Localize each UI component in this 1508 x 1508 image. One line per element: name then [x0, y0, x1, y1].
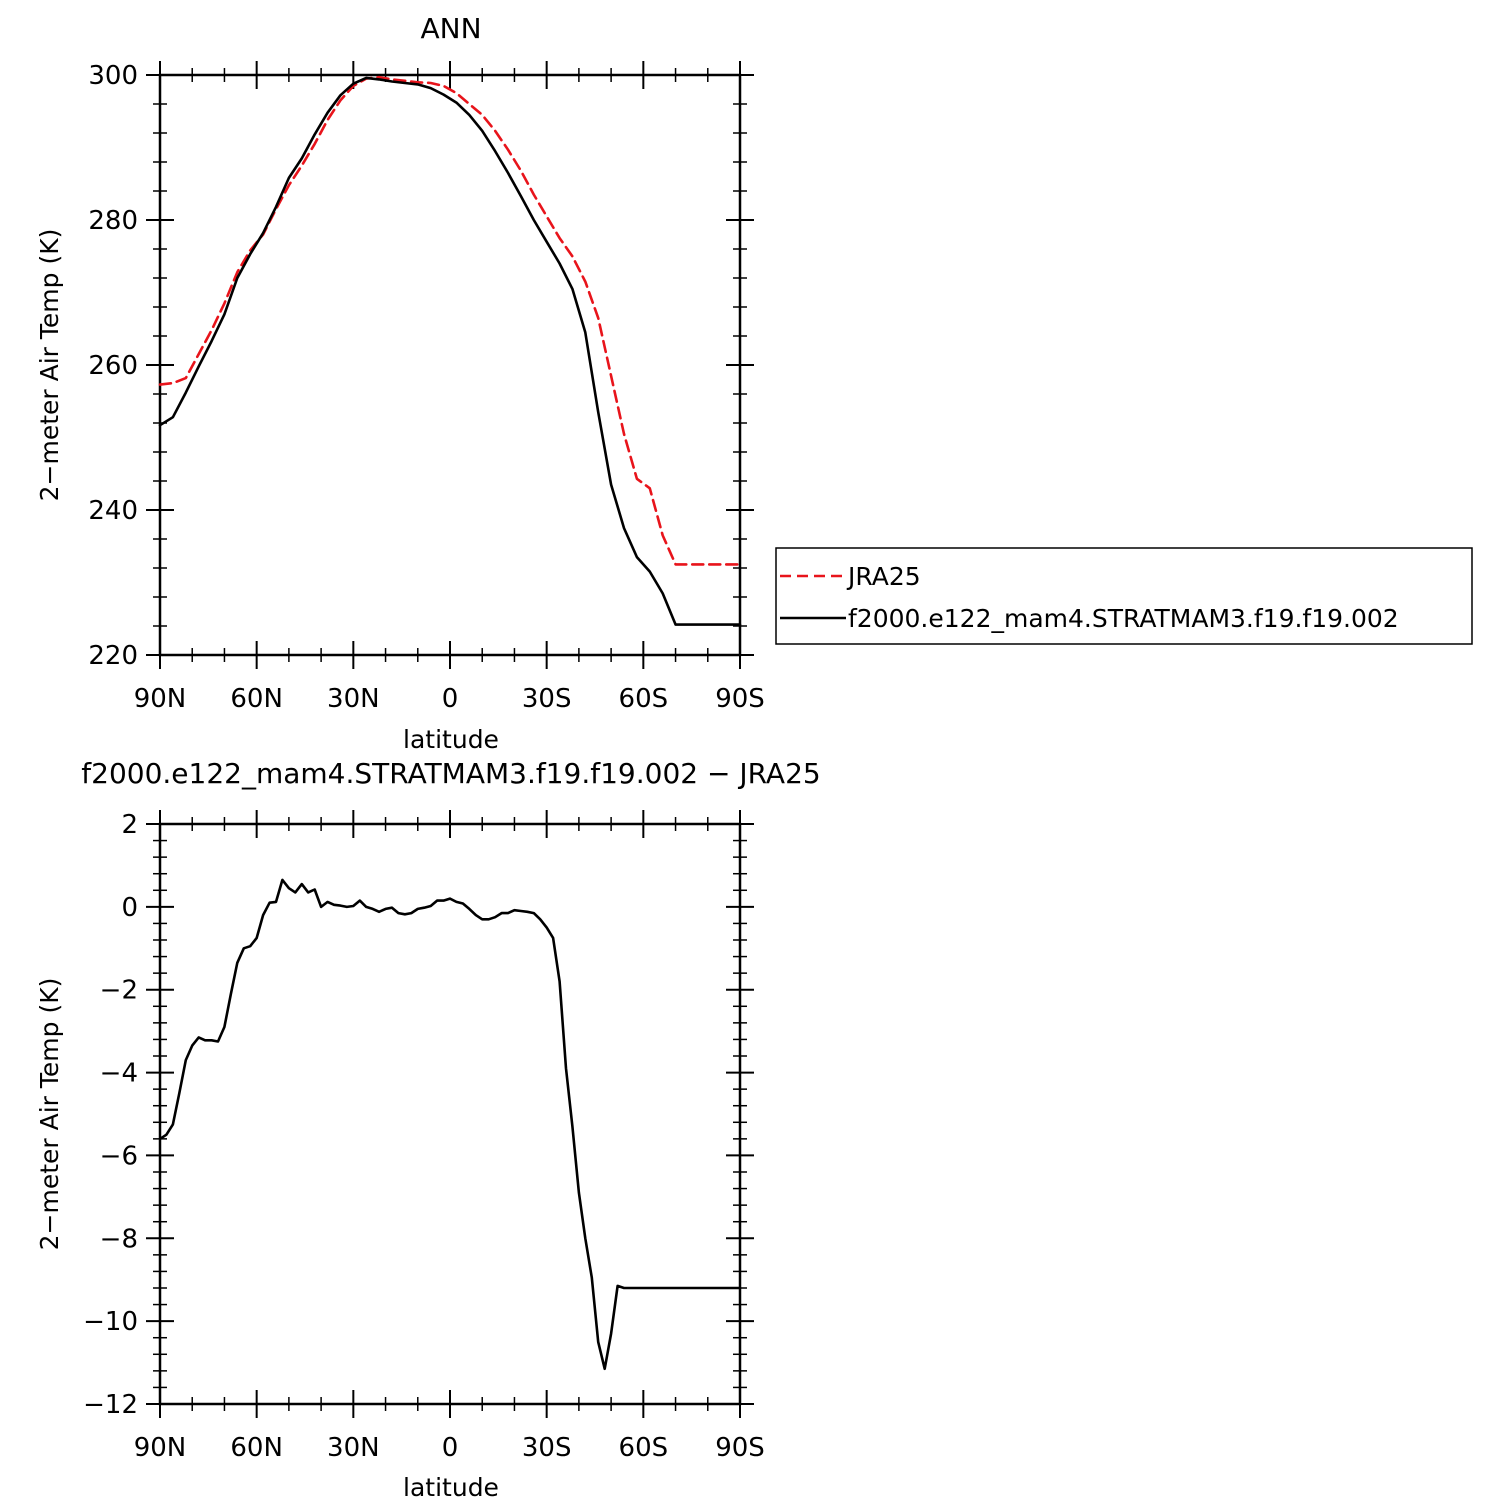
y-tick-label: 300 [88, 61, 138, 91]
legend-label-jra25: JRA25 [846, 562, 921, 591]
bottom-chart-title: f2000.e122_mam4.STRATMAM3.f19.f19.002 − … [81, 757, 820, 790]
y-tick-label: −4 [100, 1059, 138, 1089]
x-tick-label: 60N [230, 684, 283, 714]
top-x-axis: 90N 60N 30N 0 30S 60S 90S [134, 61, 765, 714]
x-tick-label: 60N [230, 1433, 283, 1463]
x-tick-label: 90N [134, 1433, 187, 1463]
y-tick-label: −12 [83, 1390, 138, 1420]
y-tick-label: −6 [100, 1141, 138, 1171]
top-y-axis-label: 2−meter Air Temp (K) [35, 229, 64, 502]
top-chart-title: ANN [420, 12, 481, 45]
y-tick-label: −8 [100, 1224, 138, 1254]
bottom-y-axis-label: 2−meter Air Temp (K) [35, 978, 64, 1251]
bottom-y-axis: −12 −10 −8 −6 −4 −2 0 2 [83, 810, 754, 1420]
x-tick-label: 90S [715, 684, 765, 714]
x-tick-label: 60S [619, 684, 669, 714]
legend-label-model: f2000.e122_mam4.STRATMAM3.f19.f19.002 [848, 604, 1399, 633]
bottom-x-axis-label: latitude [403, 1473, 499, 1502]
series-line-difference [158, 878, 742, 1371]
bottom-x-axis: 90N 60N 30N 0 30S 60S 90S [134, 810, 765, 1463]
top-y-axis: 220 240 260 280 300 [88, 61, 754, 671]
series-line-f2000-e122-mam4-stratmam3-f19-f19-002 [158, 76, 742, 626]
x-tick-label: 30N [327, 684, 380, 714]
y-tick-label: 0 [121, 893, 138, 923]
bottom-plot-frame [158, 822, 742, 1406]
y-tick-label: −10 [83, 1307, 138, 1337]
x-tick-label: 30S [522, 684, 572, 714]
y-tick-label: 220 [88, 641, 138, 671]
top-x-axis-label: latitude [403, 725, 499, 754]
y-tick-label: 280 [88, 206, 138, 236]
legend-box [775, 547, 1473, 645]
bottom-series-group [158, 878, 742, 1371]
y-tick-label: −2 [100, 976, 138, 1006]
x-tick-label: 0 [442, 684, 459, 714]
x-tick-label: 0 [442, 1433, 459, 1463]
x-tick-label: 30S [522, 1433, 572, 1463]
x-tick-label: 30N [327, 1433, 380, 1463]
x-tick-label: 90N [134, 684, 187, 714]
x-tick-label: 60S [619, 1433, 669, 1463]
y-tick-label: 260 [88, 351, 138, 381]
x-tick-label: 90S [715, 1433, 765, 1463]
series-line-jra25 [158, 75, 742, 566]
bottom-panel: f2000.e122_mam4.STRATMAM3.f19.f19.002 − … [35, 757, 821, 1502]
top-plot-frame [158, 73, 742, 657]
y-tick-label: 2 [121, 810, 138, 840]
y-tick-label: 240 [88, 496, 138, 526]
legend: JRA25 f2000.e122_mam4.STRATMAM3.f19.f19.… [775, 547, 1473, 645]
top-series-group [158, 75, 742, 626]
